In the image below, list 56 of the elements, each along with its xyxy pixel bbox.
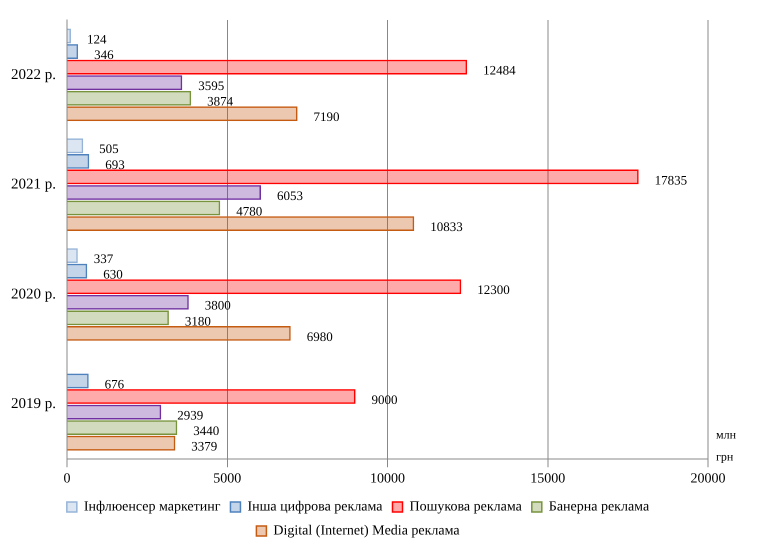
data-label: 505 bbox=[99, 141, 119, 156]
bar bbox=[68, 404, 162, 420]
data-label: 3595 bbox=[198, 78, 224, 94]
bar bbox=[68, 389, 356, 404]
bar bbox=[68, 420, 178, 436]
legend-label: Банерна реклама bbox=[548, 500, 650, 515]
data-label: 346 bbox=[94, 46, 114, 62]
x-tick-label: 5000 bbox=[213, 471, 242, 486]
bar bbox=[68, 326, 291, 341]
x-tick-label: 10000 bbox=[370, 471, 405, 486]
data-label: 2939 bbox=[177, 408, 204, 422]
data-label: 3874 bbox=[207, 94, 234, 109]
bar bbox=[68, 154, 90, 169]
legend-label: Інфлюенсер маркетинг bbox=[84, 500, 221, 515]
data-label: 17835 bbox=[654, 172, 688, 188]
bar bbox=[68, 216, 414, 231]
legend-label: Digital (Internet) Media реклама bbox=[273, 524, 460, 539]
data-label: 10833 bbox=[430, 219, 463, 234]
y-tick-label: 2022 р. bbox=[11, 66, 56, 83]
bar bbox=[68, 310, 169, 326]
data-label: 7190 bbox=[313, 109, 340, 124]
bar bbox=[68, 60, 468, 75]
bar bbox=[68, 374, 89, 388]
data-label: 124 bbox=[86, 31, 107, 46]
bar bbox=[68, 436, 176, 451]
data-label: 676 bbox=[104, 376, 125, 392]
bar bbox=[68, 185, 261, 200]
bar bbox=[68, 200, 220, 216]
x-tick-label: 20000 bbox=[690, 471, 726, 486]
data-label: 3440 bbox=[193, 423, 220, 438]
x-axis-title: млн грн bbox=[716, 427, 737, 464]
y-tick-label: 2019 р. bbox=[11, 396, 56, 412]
data-label: 3800 bbox=[204, 298, 231, 313]
data-label: 12300 bbox=[477, 282, 510, 298]
bar bbox=[68, 170, 639, 184]
bar bbox=[68, 279, 462, 294]
data-label: 6980 bbox=[306, 328, 333, 344]
legend-label: Інша цифрова реклама bbox=[247, 500, 384, 515]
data-label: 337 bbox=[94, 251, 114, 266]
bar bbox=[68, 106, 298, 122]
data-label: 630 bbox=[103, 266, 123, 282]
x-tick-label: 0 bbox=[64, 471, 70, 486]
data-label: 6053 bbox=[277, 188, 303, 203]
x-tick-label: 15000 bbox=[530, 471, 566, 486]
legend-label: Пошукова реклама bbox=[409, 500, 523, 515]
data-label: 9000 bbox=[371, 392, 398, 407]
y-tick-label: 2021 р. bbox=[11, 176, 56, 193]
data-label: 4780 bbox=[236, 203, 262, 218]
data-label: 693 bbox=[105, 156, 125, 172]
bar bbox=[68, 294, 189, 310]
bar bbox=[68, 75, 182, 90]
y-tick-label: 2020 р. bbox=[11, 286, 56, 302]
data-label: 12484 bbox=[483, 62, 516, 78]
data-label: 3379 bbox=[191, 438, 218, 454]
bar bbox=[68, 90, 192, 106]
data-label: 3180 bbox=[184, 313, 211, 328]
